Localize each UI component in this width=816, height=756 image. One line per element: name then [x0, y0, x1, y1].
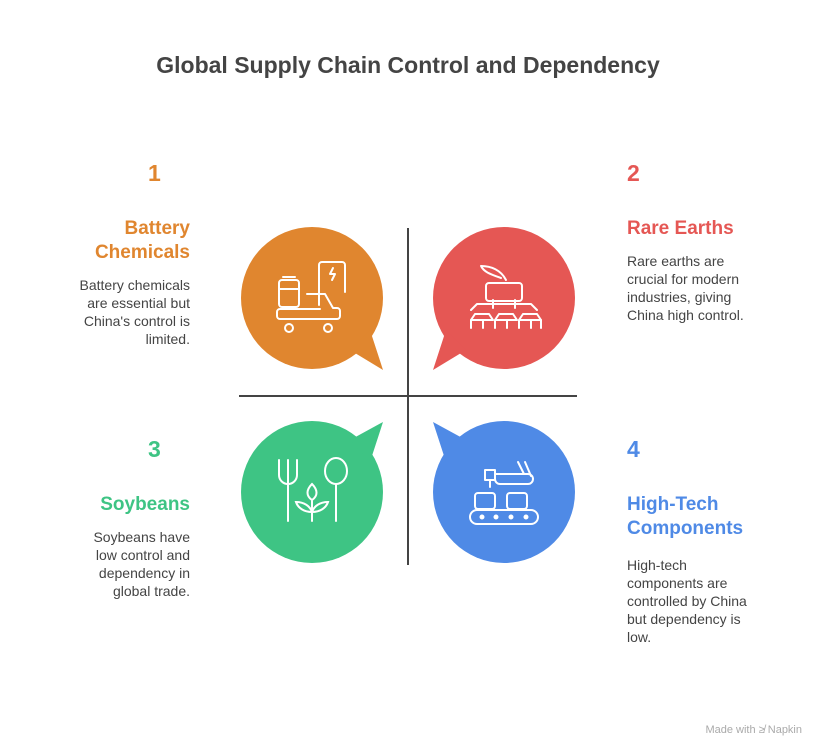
farming-plant-icon [278, 457, 348, 522]
item-1-desc: Battery chemicals are essential but Chin… [79, 277, 190, 347]
mining-machine-icon [470, 265, 542, 329]
bubble-4 [433, 421, 575, 563]
robotic-assembly-icon [469, 461, 539, 525]
battery-car-charging-icon [276, 261, 346, 333]
bubble-1 [241, 227, 383, 370]
napkin-watermark: Made with ≱ Napkin [705, 724, 802, 736]
item-4-desc: High-tech components are controlled by C… [627, 557, 747, 645]
bubble-3 [241, 421, 383, 563]
item-3-number: 3 [148, 436, 161, 462]
item-3-heading: Soybeans [100, 494, 190, 515]
item-4-heading: High-Tech Components [627, 494, 744, 539]
item-4-number: 4 [627, 436, 640, 462]
item-2-desc: Rare earths are crucial for modern indus… [627, 253, 744, 323]
item-1-heading: Battery Chemicals [94, 218, 190, 263]
item-2-number: 2 [627, 160, 640, 186]
page-title: Global Supply Chain Control and Dependen… [156, 52, 660, 78]
item-3-desc: Soybeans have low control and dependency… [93, 529, 190, 599]
item-2-heading: Rare Earths [627, 218, 734, 239]
item-1-number: 1 [148, 160, 161, 186]
bubble-2 [433, 227, 575, 370]
